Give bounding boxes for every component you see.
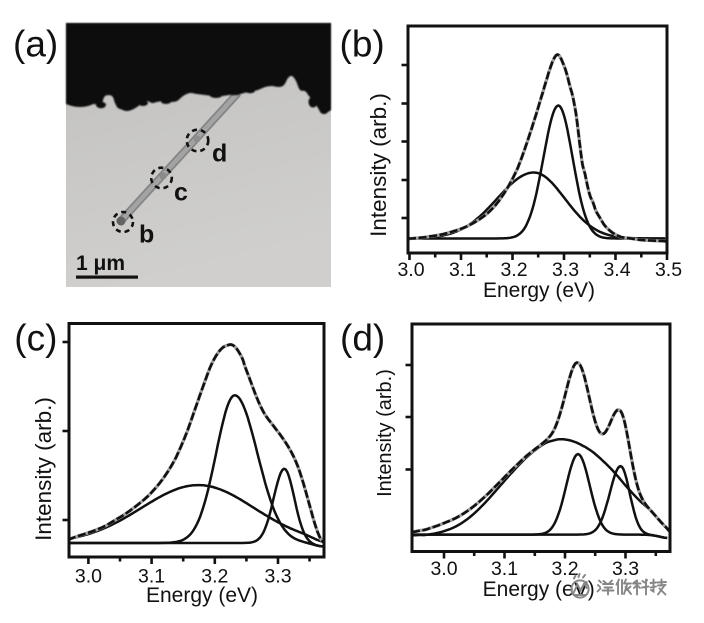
svg-text:3.2: 3.2 [201, 566, 228, 588]
svg-text:Energy (eV): Energy (eV) [483, 279, 595, 302]
svg-text:3.0: 3.0 [430, 558, 457, 580]
svg-text:c: c [174, 179, 188, 207]
svg-text:Intensity (arb.): Intensity (arb.) [374, 369, 396, 497]
svg-text:3.3: 3.3 [612, 558, 639, 580]
svg-text:3.1: 3.1 [491, 558, 518, 580]
svg-text:d: d [212, 140, 227, 168]
svg-text:3.1: 3.1 [449, 259, 476, 281]
svg-text:3.2: 3.2 [500, 259, 527, 281]
svg-text:1 μm: 1 μm [76, 252, 125, 275]
svg-text:3.0: 3.0 [397, 259, 424, 281]
svg-text:3.3: 3.3 [552, 259, 579, 281]
svg-text:Intensity (arb.): Intensity (arb.) [366, 93, 391, 237]
svg-text:Energy (eV): Energy (eV) [146, 584, 258, 607]
svg-text:3.2: 3.2 [551, 558, 578, 580]
svg-text:3.0: 3.0 [75, 566, 102, 588]
svg-text:(b): (b) [340, 24, 385, 65]
svg-text:3.3: 3.3 [264, 566, 291, 588]
svg-text:(a): (a) [13, 24, 58, 65]
svg-text:3.1: 3.1 [138, 566, 165, 588]
svg-text:3.4: 3.4 [603, 259, 630, 281]
svg-text:(d): (d) [340, 318, 385, 359]
svg-text:3.5: 3.5 [655, 259, 682, 281]
svg-text:b: b [139, 221, 154, 249]
svg-text:Energy (eV): Energy (eV) [483, 578, 595, 601]
svg-text:Intensity (arb.): Intensity (arb.) [31, 397, 56, 541]
svg-text:(c): (c) [14, 318, 57, 359]
